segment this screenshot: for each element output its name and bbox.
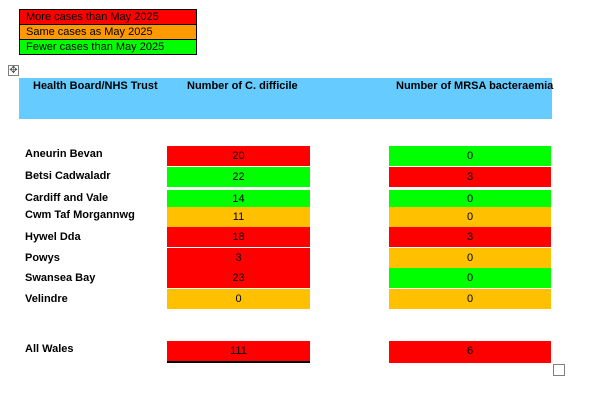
header-cdiff: Number of C. difficile: [187, 80, 298, 92]
cdiff-cell-all-wales: 111: [167, 341, 310, 363]
row-label-swansea-bay: Swansea Bay: [25, 272, 96, 284]
row-label-powys: Powys: [25, 252, 60, 264]
header-board: Health Board/NHS Trust: [33, 80, 158, 92]
row-label-aneurin-bevan: Aneurin Bevan: [25, 148, 103, 160]
mrsa-cell-swansea-bay: 0: [389, 268, 551, 288]
table-move-handle-icon[interactable]: ✥: [8, 65, 19, 76]
cdiff-cell-velindre: 0: [167, 289, 310, 309]
row-label-betsi-cadwaladr: Betsi Cadwaladr: [25, 170, 111, 182]
mrsa-cell-hywel-dda: 3: [389, 227, 551, 247]
table-resize-handle[interactable]: [553, 364, 565, 376]
mrsa-cell-all-wales: 6: [389, 341, 551, 363]
cdiff-cell-cwm-taf-morgannwg: 11: [167, 207, 310, 227]
table-header-row: [19, 78, 552, 119]
legend-item-more: More cases than May 2025: [19, 9, 197, 25]
mrsa-cell-velindre: 0: [389, 289, 551, 309]
cdiff-cell-betsi-cadwaladr: 22: [167, 167, 310, 187]
legend-item-same: Same cases as May 2025: [19, 24, 197, 40]
legend-label-fewer: Fewer cases than May 2025: [26, 41, 165, 53]
mrsa-cell-cardiff-and-vale: 0: [389, 190, 551, 208]
cdiff-cell-aneurin-bevan: 20: [167, 146, 310, 166]
row-label-all-wales: All Wales: [25, 343, 74, 355]
row-label-cardiff-and-vale: Cardiff and Vale: [25, 192, 109, 204]
mrsa-cell-aneurin-bevan: 0: [389, 146, 551, 166]
row-label-cwm-taf-morgannwg: Cwm Taf Morgannwg: [25, 209, 135, 221]
cdiff-cell-cardiff-and-vale: 14: [167, 190, 310, 208]
legend-label-same: Same cases as May 2025: [26, 26, 153, 38]
cdiff-cell-powys: 3: [167, 248, 310, 268]
cdiff-cell-hywel-dda: 18: [167, 227, 310, 247]
mrsa-cell-cwm-taf-morgannwg: 0: [389, 207, 551, 227]
row-label-hywel-dda: Hywel Dda: [25, 231, 81, 243]
mrsa-cell-betsi-cadwaladr: 3: [389, 167, 551, 187]
header-mrsa: Number of MRSA bacteraemia: [396, 80, 554, 92]
cdiff-cell-swansea-bay: 23: [167, 268, 310, 288]
mrsa-cell-powys: 0: [389, 248, 551, 268]
legend-label-more: More cases than May 2025: [26, 11, 159, 23]
legend-item-fewer: Fewer cases than May 2025: [19, 39, 197, 55]
row-label-velindre: Velindre: [25, 293, 68, 305]
